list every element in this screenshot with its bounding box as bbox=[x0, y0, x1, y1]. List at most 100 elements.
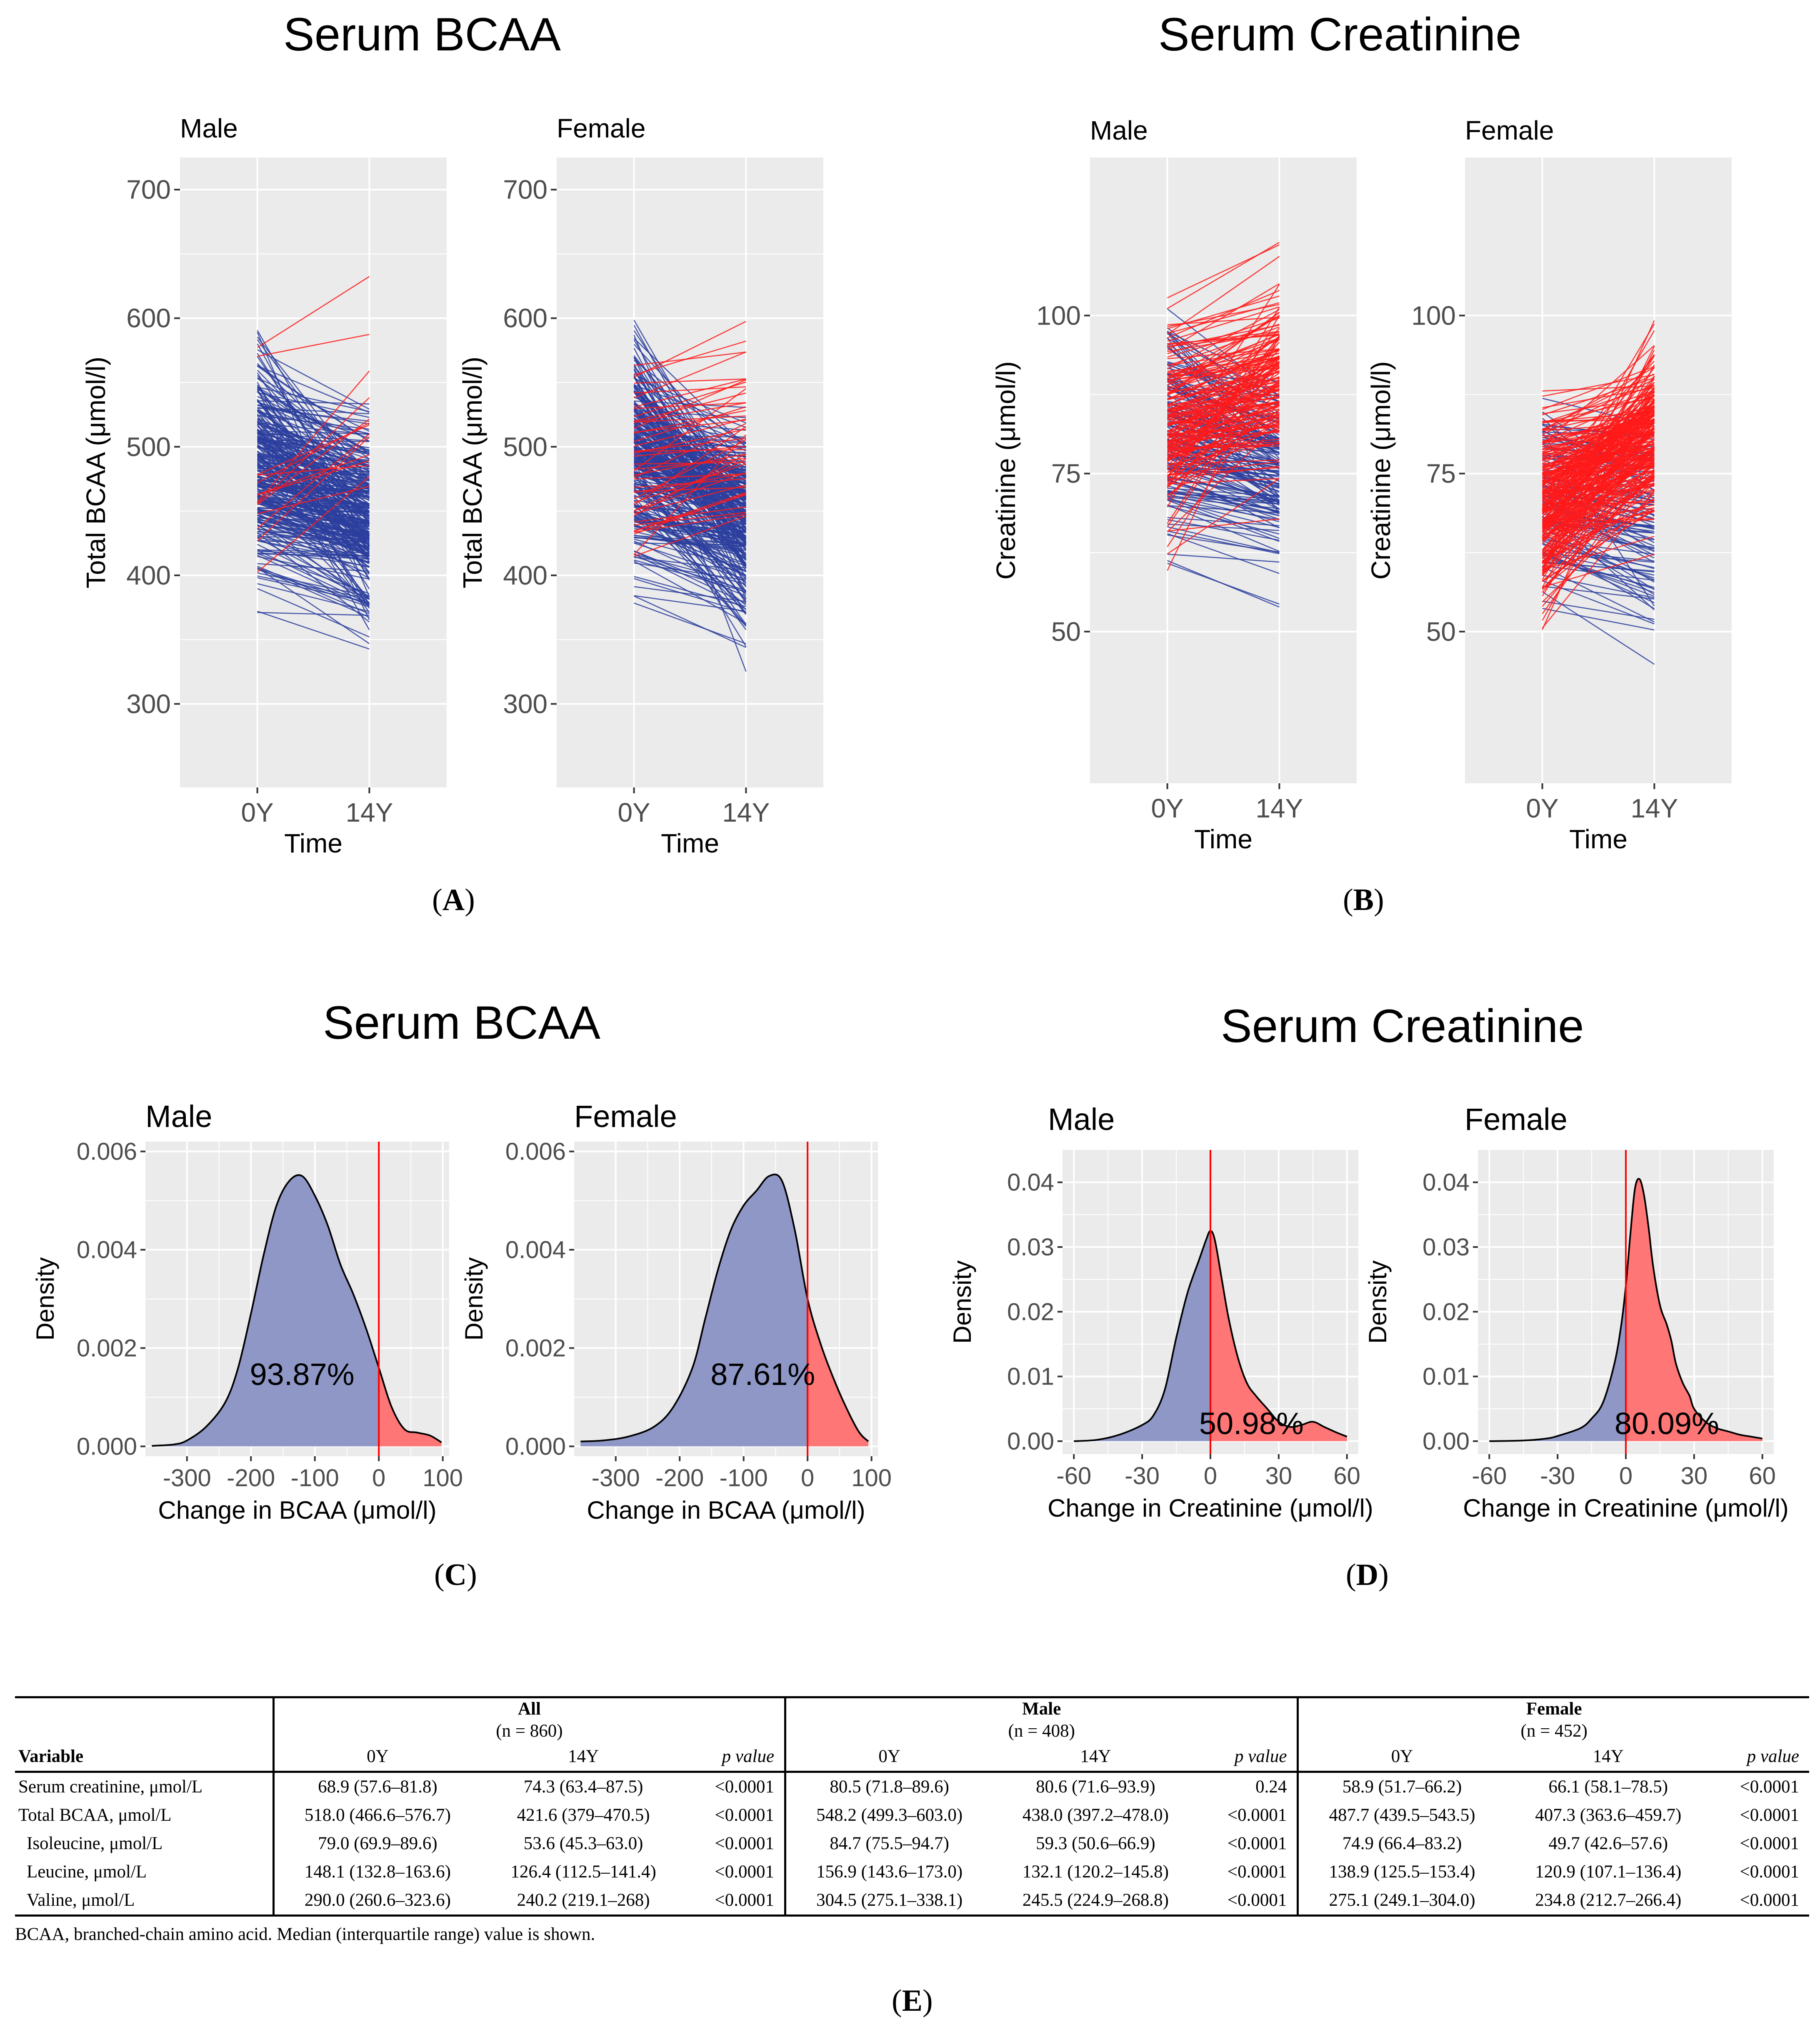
decrease-line bbox=[257, 510, 370, 557]
decrease-line bbox=[1542, 566, 1655, 623]
decrease-line bbox=[257, 549, 370, 567]
decrease-line bbox=[633, 402, 747, 494]
table-cell: 120.9 (107.1–136.4) bbox=[1535, 1862, 1682, 1882]
y-tick-label: 100 bbox=[1036, 300, 1081, 330]
x-tick-label: 30 bbox=[1265, 1462, 1292, 1490]
table-cell: 49.7 (42.6–57.6) bbox=[1548, 1834, 1668, 1853]
x-tick-label: 0Y bbox=[618, 797, 650, 827]
table-cell: <0.0001 bbox=[1740, 1805, 1799, 1825]
decrease-line bbox=[257, 555, 370, 607]
increase-line bbox=[1167, 377, 1280, 410]
decrease-line bbox=[634, 447, 746, 501]
increase-line bbox=[257, 465, 370, 476]
table-row: Total BCAA, μmol/L 518.0 (466.6–576.7) 421… bbox=[15, 1801, 1809, 1830]
decrease-line bbox=[633, 330, 747, 497]
x-tick-label: -30 bbox=[1125, 1462, 1160, 1490]
increase-line bbox=[634, 472, 746, 512]
increase-line bbox=[634, 406, 746, 442]
decrease-line bbox=[1167, 495, 1280, 505]
increase-line bbox=[1542, 330, 1655, 525]
decrease-line bbox=[257, 337, 370, 481]
decrease-line bbox=[257, 519, 370, 539]
table-cell: <0.0001 bbox=[1227, 1805, 1287, 1825]
increase-line bbox=[1542, 430, 1655, 468]
percent-annotation: 93.87% bbox=[250, 1357, 355, 1392]
table-footnote: BCAA, branched-chain amino acid. Median … bbox=[15, 1925, 595, 1944]
x-tick-label: -200 bbox=[655, 1465, 704, 1492]
increase-line bbox=[634, 321, 746, 378]
increase-line bbox=[1542, 492, 1655, 602]
decrease-line bbox=[257, 572, 370, 597]
increase-line bbox=[634, 515, 746, 557]
y-axis-label: Density bbox=[1364, 1260, 1392, 1344]
density-curve bbox=[152, 1174, 442, 1447]
increase-line bbox=[633, 439, 747, 500]
section-title-b: Serum Creatinine bbox=[1158, 8, 1522, 60]
increase-line bbox=[1542, 387, 1655, 408]
increase-line bbox=[1167, 350, 1280, 373]
increase-line bbox=[1542, 420, 1655, 496]
x-axis-label: Time bbox=[284, 828, 342, 858]
increase-line bbox=[1542, 444, 1655, 475]
table-cell: 132.1 (120.2–145.8) bbox=[1022, 1862, 1169, 1882]
decrease-line bbox=[633, 474, 747, 615]
increase-line bbox=[1167, 349, 1280, 467]
increase-line bbox=[1542, 398, 1655, 486]
increase-line bbox=[1542, 365, 1655, 575]
decrease-line bbox=[633, 376, 747, 565]
y-axis-label: Density bbox=[948, 1260, 976, 1344]
increase-line bbox=[1167, 421, 1280, 477]
table-cell: <0.0001 bbox=[1740, 1834, 1799, 1853]
increase-line bbox=[634, 445, 746, 457]
decrease-line bbox=[633, 409, 747, 550]
table-cell: 80.5 (71.8–89.6) bbox=[784, 1772, 993, 1801]
chart-creat_female_spaghetti: 50 75 100 0Y 14Y Female Time Creatinine (μmol/l… bbox=[1366, 115, 1732, 854]
table-cell: <0.0001 bbox=[715, 1777, 775, 1797]
column-header: 0Y bbox=[784, 1742, 993, 1772]
chart-bcaa_male_density: 0.000 0.002 0.004 0.006 -300 -200 -100 0 100 93.8… bbox=[31, 1099, 463, 1524]
x-tick-label: -200 bbox=[227, 1465, 275, 1492]
group-all: All bbox=[272, 1697, 785, 1720]
chart-bcaa_female_density: 0.000 0.002 0.004 0.006 -300 -200 -100 0 100 87.6… bbox=[460, 1099, 892, 1524]
increase-line bbox=[634, 410, 746, 434]
decrease-line bbox=[634, 576, 746, 607]
increase-line bbox=[1542, 490, 1655, 629]
x-tick-label: 0Y bbox=[1151, 793, 1183, 823]
increase-line bbox=[1542, 511, 1655, 536]
increase-line bbox=[1167, 426, 1280, 435]
table-row: Leucine, μmol/L 148.1 (132.8–163.6) 126.4 … bbox=[15, 1858, 1809, 1886]
percent-annotation: 50.98% bbox=[1199, 1406, 1304, 1441]
y-tick-label: 0.006 bbox=[77, 1138, 137, 1165]
decrease-line bbox=[633, 506, 747, 577]
increase-line bbox=[634, 487, 746, 492]
chart-creat_female_density: 0.00 0.01 0.02 0.03 0.04 -60 -30 0 30 60 80.09% Fem… bbox=[1364, 1102, 1789, 1522]
increase-line bbox=[634, 514, 746, 533]
increase-line bbox=[633, 426, 747, 505]
increase-line bbox=[1167, 370, 1280, 424]
y-axis-label: Total BCAA (μmol/l) bbox=[81, 357, 111, 588]
increase-line bbox=[1542, 428, 1655, 520]
column-header: p value bbox=[1235, 1747, 1287, 1766]
x-tick-label: -100 bbox=[720, 1465, 768, 1492]
y-tick-label: 50 bbox=[1426, 617, 1456, 647]
increase-line bbox=[1542, 553, 1655, 588]
x-tick-label: -100 bbox=[291, 1465, 339, 1492]
decrease-line bbox=[1167, 533, 1280, 574]
column-header: 14Y bbox=[1080, 1747, 1111, 1766]
increase-line bbox=[634, 402, 746, 409]
table-cell: 80.6 (71.6–93.9) bbox=[1036, 1777, 1155, 1797]
decrease-line bbox=[634, 595, 746, 612]
increase-area bbox=[1626, 1179, 1762, 1441]
increase-line bbox=[1542, 403, 1655, 447]
increase-line bbox=[1167, 355, 1280, 406]
table-cell: 59.3 (50.6–66.9) bbox=[1036, 1834, 1155, 1853]
decrease-line bbox=[257, 441, 370, 513]
increase-line bbox=[1167, 324, 1280, 358]
increase-line bbox=[1542, 386, 1655, 521]
increase-line bbox=[1542, 420, 1655, 438]
density-curve bbox=[1489, 1178, 1763, 1442]
increase-line bbox=[1167, 404, 1280, 443]
increase-line bbox=[1167, 334, 1280, 379]
chart-title: Female bbox=[557, 113, 645, 143]
y-tick-label: 700 bbox=[126, 175, 171, 205]
